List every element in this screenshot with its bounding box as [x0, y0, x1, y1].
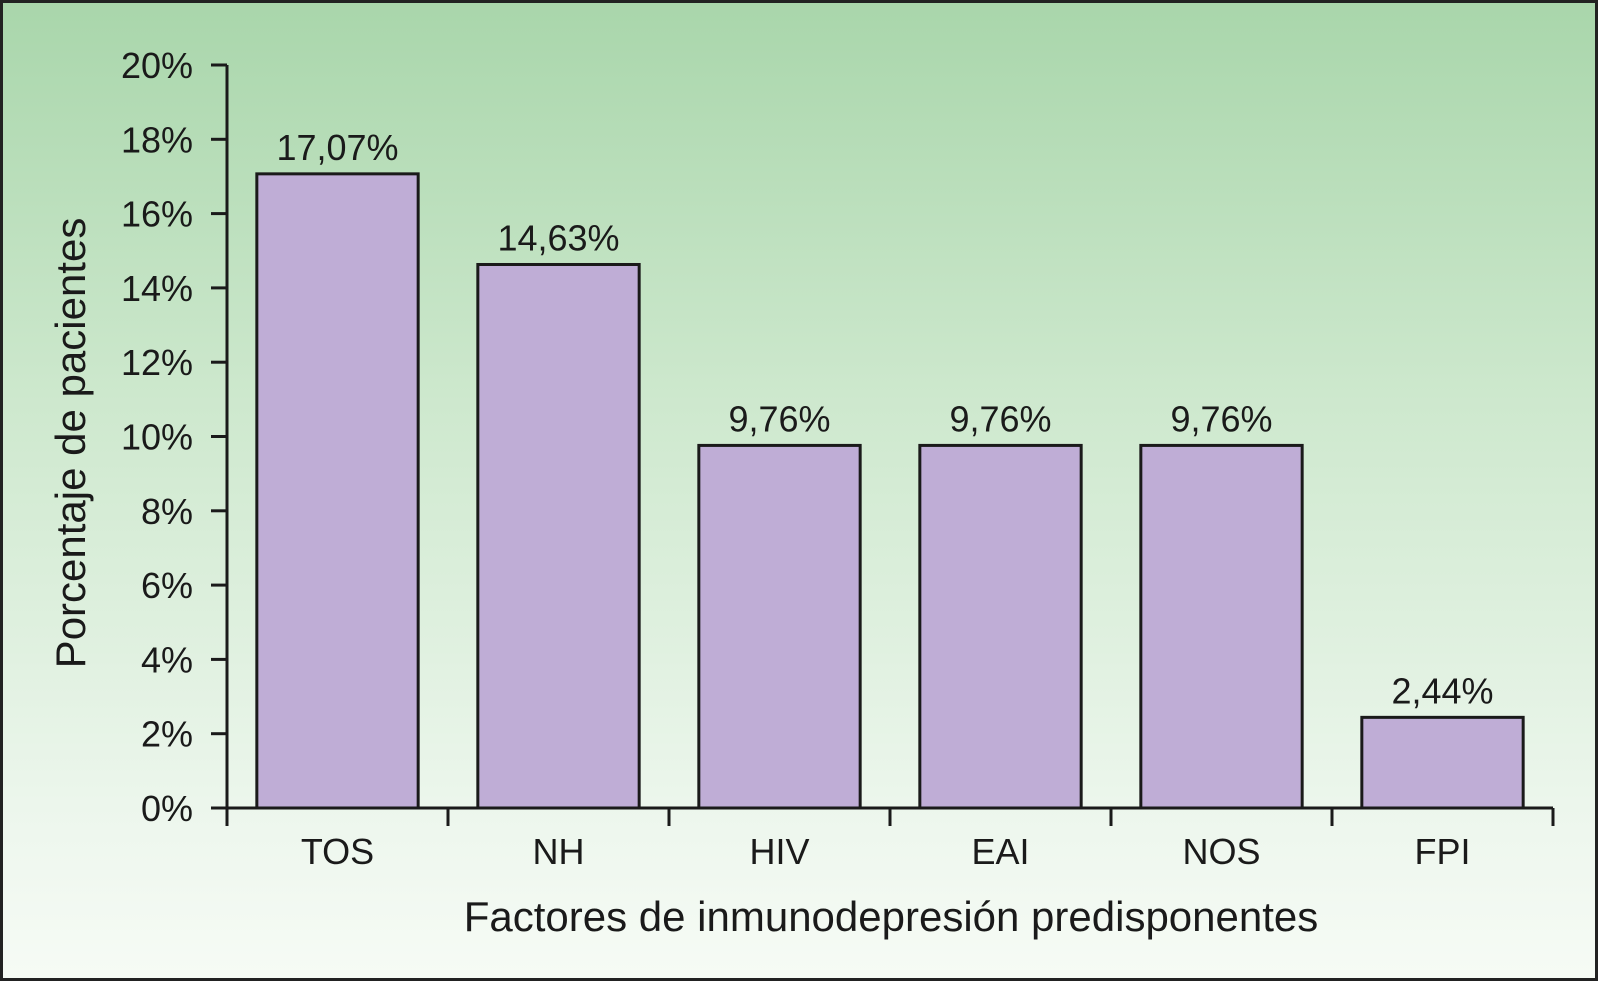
- x-tick-label: EAI: [971, 831, 1029, 872]
- y-tick-label: 4%: [141, 639, 193, 680]
- x-tick-label: HIV: [749, 831, 809, 872]
- y-tick-label: 18%: [121, 119, 193, 160]
- bar-value-label: 17,07%: [276, 127, 398, 168]
- y-tick-label: 8%: [141, 491, 193, 532]
- x-axis: TOS NH HIV EAI NOS FPI: [225, 806, 1555, 872]
- bar-value-label: 9,76%: [728, 398, 830, 439]
- bars: [255, 172, 1525, 810]
- y-tick-label: 0%: [141, 788, 193, 829]
- bar-nos: [1139, 443, 1304, 810]
- bar-value-labels: 17,07% 14,63% 9,76% 9,76% 9,76% 2,44%: [276, 127, 1493, 712]
- y-tick-label: 2%: [141, 714, 193, 755]
- bar-value-label: 9,76%: [949, 398, 1051, 439]
- x-tick-label: NOS: [1182, 831, 1260, 872]
- y-tick-label: 6%: [141, 565, 193, 606]
- x-tick-label: TOS: [301, 831, 374, 872]
- y-tick-label: 20%: [121, 45, 193, 86]
- y-tick-label: 12%: [121, 342, 193, 383]
- bar-nh: [476, 262, 641, 810]
- y-tick-label: 10%: [121, 417, 193, 458]
- bar-value-label: 14,63%: [497, 217, 619, 258]
- bar-fpi: [1360, 715, 1525, 810]
- y-tick-label: 14%: [121, 268, 193, 309]
- bar-value-label: 2,44%: [1391, 670, 1493, 711]
- y-axis-title: Porcentaje de pacientes: [47, 218, 94, 669]
- bar-value-label: 9,76%: [1170, 398, 1272, 439]
- bar-eai: [918, 443, 1083, 810]
- bar-hiv: [697, 443, 862, 810]
- x-axis-title: Factores de inmunodepresión predisponent…: [464, 893, 1319, 940]
- bar-chart: 0% 2% 4% 6% 8% 10% 12% 14% 16% 18% 20% TOS NH HIV EAI…: [47, 45, 1555, 940]
- y-tick-label: 16%: [121, 194, 193, 235]
- x-tick-label: NH: [533, 831, 585, 872]
- x-tick-label: FPI: [1414, 831, 1470, 872]
- y-axis: 0% 2% 4% 6% 8% 10% 12% 14% 16% 18% 20%: [121, 45, 229, 829]
- bar-tos: [255, 172, 420, 810]
